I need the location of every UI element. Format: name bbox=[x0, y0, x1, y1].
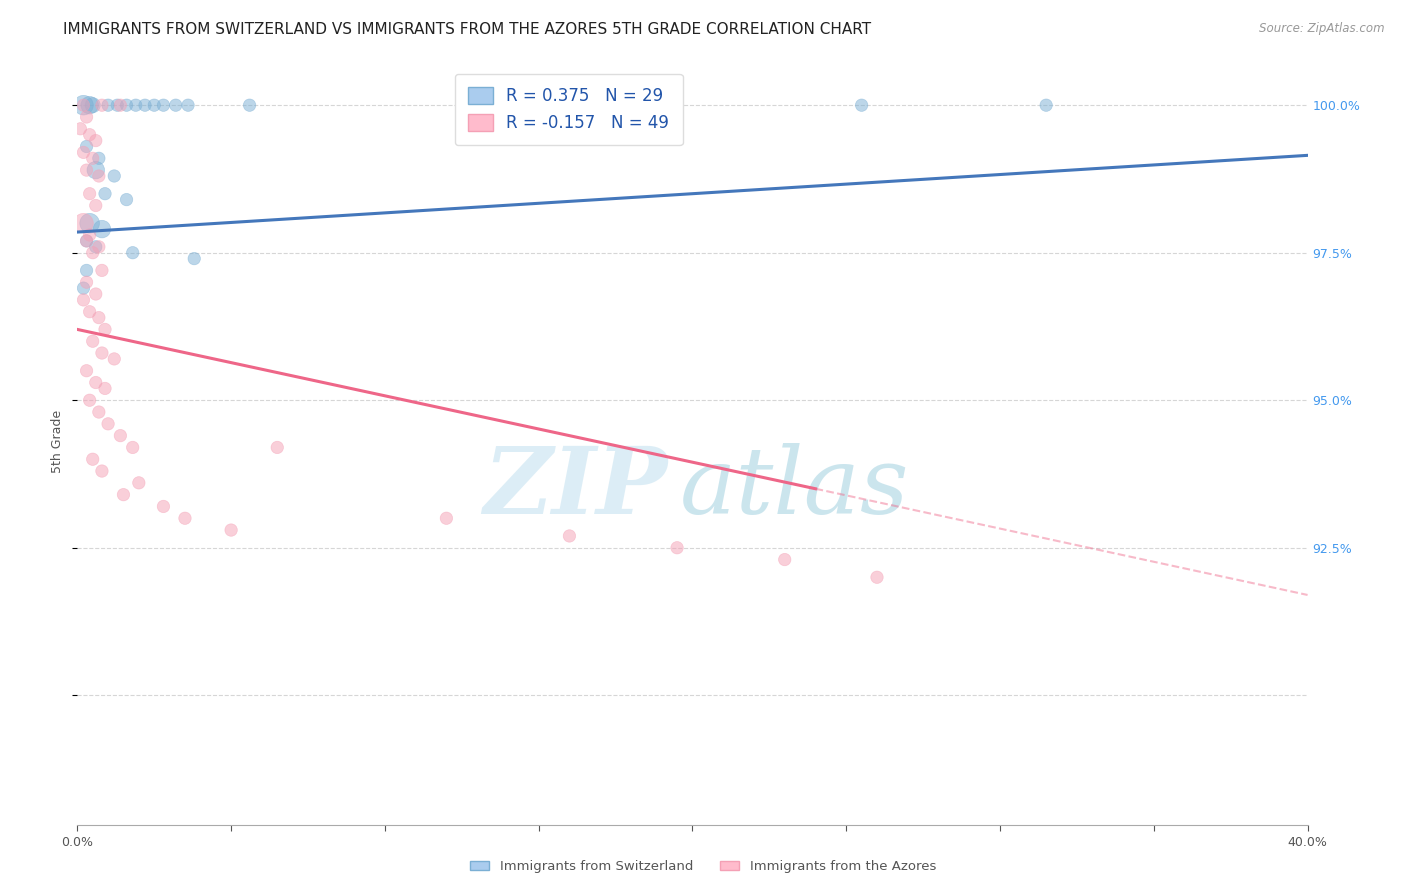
Point bbox=[90, 464, 114, 478]
Point bbox=[152, 98, 174, 112]
Point bbox=[79, 227, 101, 242]
Point bbox=[72, 293, 94, 307]
Point bbox=[72, 98, 94, 112]
Point bbox=[72, 281, 94, 295]
Point bbox=[115, 98, 138, 112]
Legend: Immigrants from Switzerland, Immigrants from the Azores: Immigrants from Switzerland, Immigrants … bbox=[464, 855, 942, 879]
Point bbox=[90, 346, 114, 360]
Point bbox=[76, 364, 98, 378]
Text: ZIP: ZIP bbox=[484, 442, 668, 533]
Point bbox=[266, 441, 288, 455]
Point bbox=[69, 121, 91, 136]
Legend: R = 0.375   N = 29, R = -0.157   N = 49: R = 0.375 N = 29, R = -0.157 N = 49 bbox=[454, 74, 683, 145]
Point bbox=[87, 240, 110, 254]
Point bbox=[94, 322, 117, 336]
Point bbox=[72, 98, 94, 112]
Point bbox=[84, 240, 107, 254]
Text: Source: ZipAtlas.com: Source: ZipAtlas.com bbox=[1260, 22, 1385, 36]
Point bbox=[84, 376, 107, 390]
Point bbox=[94, 381, 117, 395]
Point bbox=[82, 245, 104, 260]
Point bbox=[76, 263, 98, 277]
Y-axis label: 5th Grade: 5th Grade bbox=[51, 410, 65, 473]
Point bbox=[79, 128, 101, 142]
Text: IMMIGRANTS FROM SWITZERLAND VS IMMIGRANTS FROM THE AZORES 5TH GRADE CORRELATION : IMMIGRANTS FROM SWITZERLAND VS IMMIGRANT… bbox=[63, 22, 872, 37]
Point bbox=[82, 452, 104, 467]
Point bbox=[773, 552, 796, 566]
Point bbox=[177, 98, 200, 112]
Point bbox=[128, 475, 150, 490]
Point bbox=[666, 541, 689, 555]
Point bbox=[866, 570, 889, 584]
Point bbox=[82, 151, 104, 165]
Point bbox=[105, 98, 128, 112]
Point bbox=[72, 216, 94, 230]
Point bbox=[103, 351, 125, 366]
Point bbox=[82, 98, 104, 112]
Point bbox=[87, 310, 110, 325]
Point bbox=[103, 169, 125, 183]
Point bbox=[87, 151, 110, 165]
Point bbox=[125, 98, 148, 112]
Point bbox=[436, 511, 458, 525]
Point bbox=[97, 98, 120, 112]
Point bbox=[84, 287, 107, 301]
Point bbox=[183, 252, 205, 266]
Point bbox=[110, 428, 132, 442]
Point bbox=[72, 145, 94, 160]
Point bbox=[87, 405, 110, 419]
Point bbox=[851, 98, 873, 112]
Point bbox=[76, 163, 98, 178]
Point bbox=[79, 304, 101, 318]
Point bbox=[90, 222, 114, 236]
Point bbox=[143, 98, 166, 112]
Point bbox=[82, 334, 104, 349]
Point bbox=[134, 98, 156, 112]
Point bbox=[87, 169, 110, 183]
Text: atlas: atlas bbox=[681, 442, 910, 533]
Point bbox=[79, 393, 101, 408]
Point bbox=[76, 234, 98, 248]
Point bbox=[76, 110, 98, 124]
Point bbox=[121, 245, 143, 260]
Point bbox=[110, 98, 132, 112]
Point bbox=[165, 98, 187, 112]
Point bbox=[121, 441, 143, 455]
Point bbox=[1035, 98, 1057, 112]
Point bbox=[84, 134, 107, 148]
Point bbox=[76, 139, 98, 153]
Point bbox=[84, 163, 107, 178]
Point bbox=[84, 198, 107, 212]
Point bbox=[115, 193, 138, 207]
Point bbox=[90, 263, 114, 277]
Point bbox=[219, 523, 242, 537]
Point bbox=[239, 98, 262, 112]
Point bbox=[76, 275, 98, 289]
Point bbox=[76, 234, 98, 248]
Point bbox=[174, 511, 197, 525]
Point bbox=[152, 500, 174, 514]
Point bbox=[79, 186, 101, 201]
Point bbox=[79, 216, 101, 230]
Point bbox=[94, 186, 117, 201]
Point bbox=[558, 529, 581, 543]
Point bbox=[97, 417, 120, 431]
Point bbox=[90, 98, 114, 112]
Point bbox=[79, 98, 101, 112]
Point bbox=[112, 488, 135, 502]
